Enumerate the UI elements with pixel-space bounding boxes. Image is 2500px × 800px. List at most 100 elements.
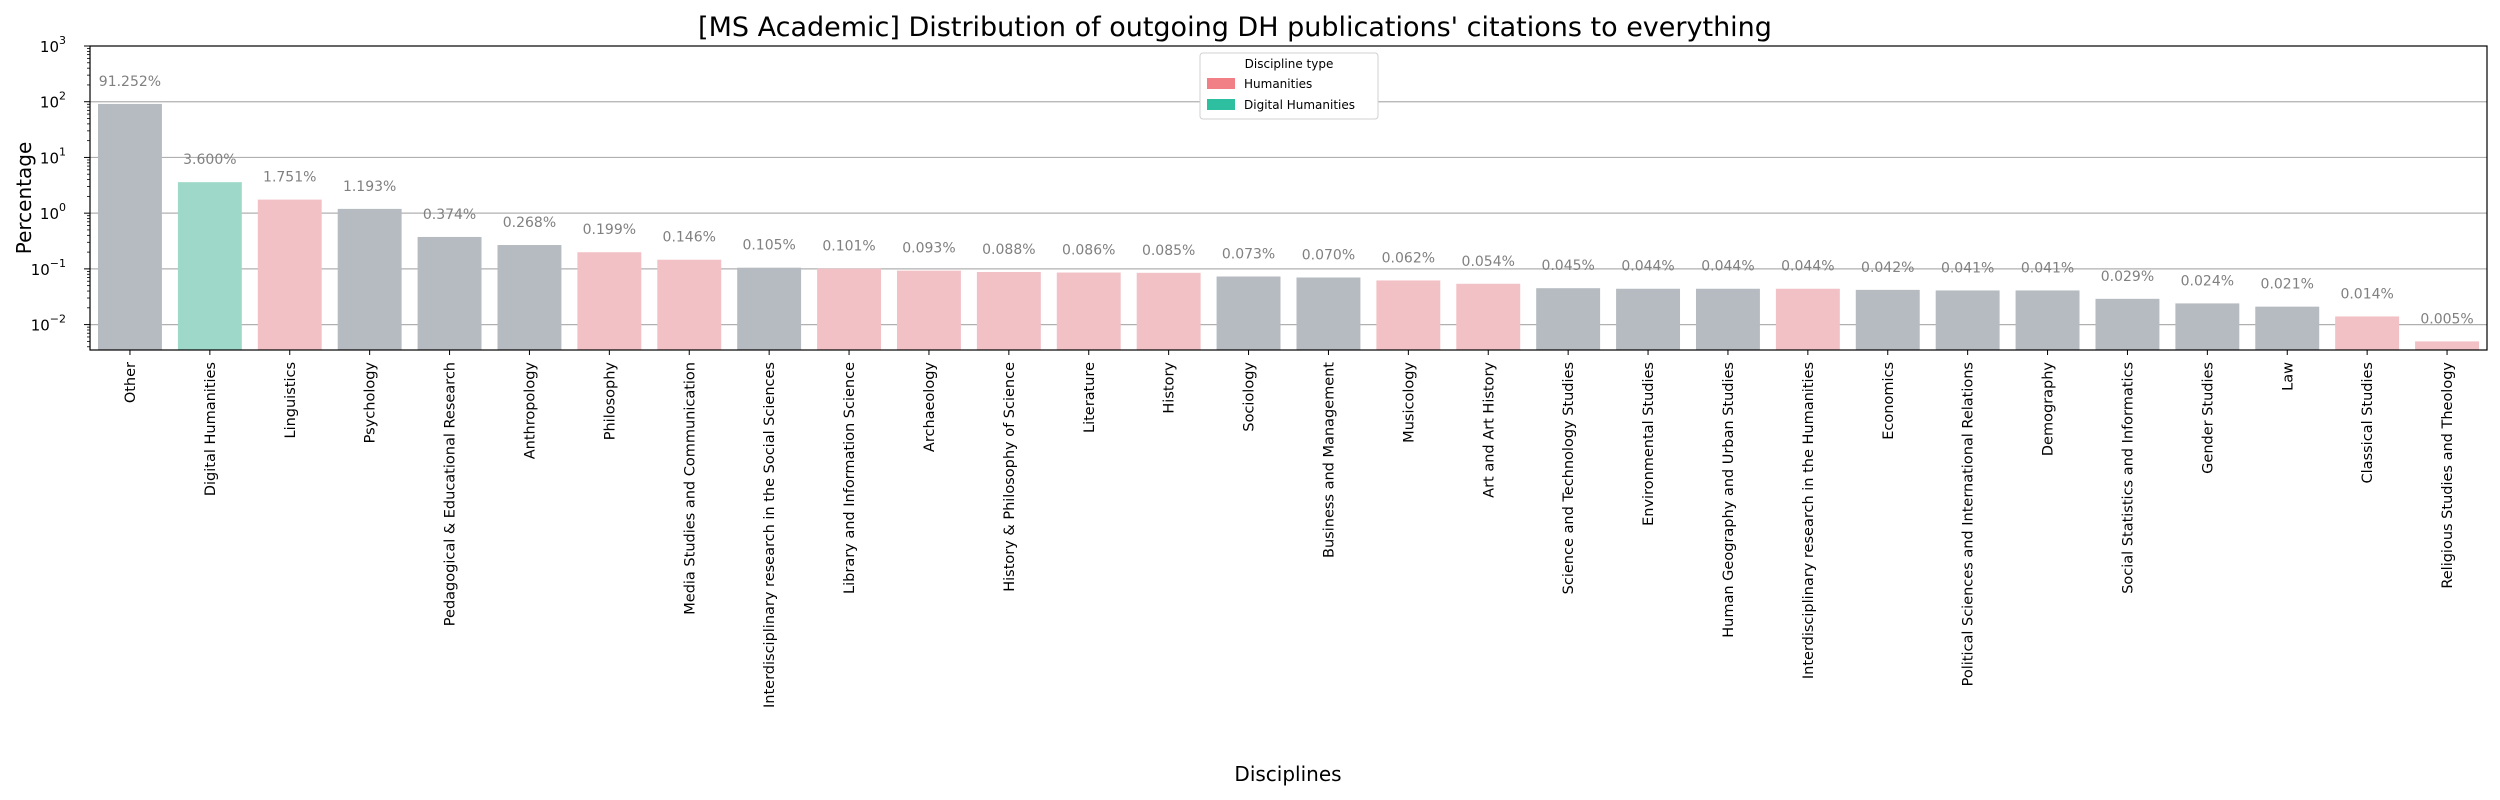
bar xyxy=(497,245,562,350)
bar xyxy=(1935,290,2000,350)
bar xyxy=(2015,290,2080,350)
bar-value-label: 0.044% xyxy=(1701,259,1754,275)
bar-value-label: 0.014% xyxy=(2340,286,2393,302)
x-tick-label: Psychology xyxy=(363,362,379,444)
x-tick-label: Social Statistics and Informatics xyxy=(2120,362,2136,594)
bar-value-label: 0.101% xyxy=(822,239,875,255)
x-axis-label: Disciplines xyxy=(1234,762,1341,786)
bar xyxy=(1216,276,1281,350)
x-tick-label: Economics xyxy=(1881,362,1897,440)
y-tick-label: 10−1 xyxy=(31,257,66,279)
bar xyxy=(2415,341,2480,350)
legend-title: Discipline type xyxy=(1245,57,1334,71)
x-tick-label: Interdisciplinary research in the Humani… xyxy=(1801,362,1817,679)
bar-value-label: 0.041% xyxy=(2021,260,2074,276)
bar xyxy=(1695,288,1760,350)
x-tick-label: Demography xyxy=(2041,362,2057,457)
x-tick-label: Business and Management xyxy=(1321,362,1337,558)
bar xyxy=(177,182,242,350)
bar-value-label: 1.751% xyxy=(263,170,316,186)
x-tick-label: Philosophy xyxy=(602,362,618,441)
x-tick-label: Archaeology xyxy=(922,362,938,453)
bar xyxy=(1855,289,1920,350)
bar-value-label: 0.044% xyxy=(1621,259,1674,275)
bars xyxy=(97,103,2480,350)
bar-value-label: 0.029% xyxy=(2101,269,2154,285)
bar-value-label: 0.041% xyxy=(1941,260,1994,276)
bar-value-label: 0.086% xyxy=(1062,243,1115,259)
x-tick-label: Art and Art History xyxy=(1481,362,1497,498)
bar xyxy=(2255,306,2320,350)
bar xyxy=(417,236,482,350)
x-tick-label: Musicology xyxy=(1401,362,1417,443)
legend: Discipline type Humanities Digital Human… xyxy=(1199,52,1379,120)
x-tick-label: Sociology xyxy=(1242,362,1258,432)
bar-value-label: 0.105% xyxy=(742,238,795,254)
bar xyxy=(1536,288,1601,350)
bar xyxy=(737,267,802,350)
bar xyxy=(1136,272,1201,350)
x-tick-label: Human Geography and Urban Studies xyxy=(1721,362,1737,638)
legend-label-digital-humanities: Digital Humanities xyxy=(1244,98,1355,112)
x-tick-label: Political Sciences and International Rel… xyxy=(1961,362,1977,686)
bar-value-label: 91.252% xyxy=(99,74,161,90)
bar-value-label: 0.093% xyxy=(902,241,955,257)
chart-title: [MS Academic] Distribution of outgoing D… xyxy=(698,12,1772,43)
bar xyxy=(976,271,1041,350)
x-axis: Other Digital Humanities Linguistics Psycho… xyxy=(123,350,2456,708)
bar-value-label: 0.054% xyxy=(1462,254,1515,270)
y-tick-label: 100 xyxy=(40,201,66,223)
x-tick-label: Other xyxy=(123,362,139,403)
y-axis: 10−2 10−1 100 101 102 103 xyxy=(31,34,90,348)
bar-value-label: 0.070% xyxy=(1302,248,1355,264)
bar xyxy=(817,268,882,350)
bar xyxy=(2335,316,2400,350)
y-tick-label: 10−2 xyxy=(31,313,66,335)
value-labels: 91.252% 3.600% 1.751% 1.193% 0.374% 0.268% 0.1… xyxy=(99,74,2474,327)
x-tick-label: Media Studies and Communication xyxy=(682,362,698,615)
bar-value-label: 0.199% xyxy=(583,222,636,238)
x-tick-label: Law xyxy=(2280,362,2296,391)
bar-value-label: 0.045% xyxy=(1541,258,1594,274)
bar-value-label: 0.073% xyxy=(1222,246,1275,262)
bar xyxy=(2175,303,2240,350)
plot-frame xyxy=(89,45,2488,351)
bar-value-label: 0.042% xyxy=(1861,260,1914,276)
x-tick-label: History & Philosophy of Science xyxy=(1002,362,1018,592)
legend-swatch-digital-humanities xyxy=(1207,99,1235,110)
x-tick-label: Interdisciplinary research in the Social… xyxy=(762,362,778,708)
bar xyxy=(577,252,642,350)
legend-label-humanities: Humanities xyxy=(1244,77,1312,91)
bar-value-label: 0.146% xyxy=(663,230,716,246)
bar xyxy=(1376,280,1441,350)
x-tick-label: Literature xyxy=(1082,362,1098,433)
bar-value-label: 0.085% xyxy=(1142,243,1195,259)
x-tick-label: Library and Information Science xyxy=(842,362,858,594)
x-tick-label: Anthropology xyxy=(522,362,538,460)
y-tick-label: 102 xyxy=(40,90,66,112)
bar xyxy=(1775,288,1840,350)
bar-value-label: 3.600% xyxy=(183,152,236,168)
bar-value-label: 0.021% xyxy=(2261,277,2314,293)
bar-value-label: 0.268% xyxy=(503,215,556,231)
x-tick-label: Digital Humanities xyxy=(203,362,219,496)
bar-value-label: 0.062% xyxy=(1382,250,1435,266)
bar xyxy=(1616,288,1681,350)
bar-value-label: 1.193% xyxy=(343,179,396,195)
x-tick-label: History xyxy=(1162,362,1178,414)
legend-box xyxy=(1199,52,1379,120)
bar xyxy=(1296,277,1361,350)
y-tick-label: 103 xyxy=(40,34,66,56)
bar xyxy=(2095,298,2160,350)
bar xyxy=(337,208,402,350)
x-tick-label: Linguistics xyxy=(283,362,299,439)
bar xyxy=(896,270,961,350)
x-tick-label: Pedagogical & Educational Research xyxy=(443,362,459,626)
y-axis-label: Percentage xyxy=(12,142,36,255)
bar-value-label: 0.374% xyxy=(423,207,476,223)
bar xyxy=(1056,272,1121,350)
x-tick-label: Environmental Studies xyxy=(1641,362,1657,526)
x-tick-label: Religious Studies and Theology xyxy=(2440,362,2456,589)
bar xyxy=(1456,283,1521,350)
